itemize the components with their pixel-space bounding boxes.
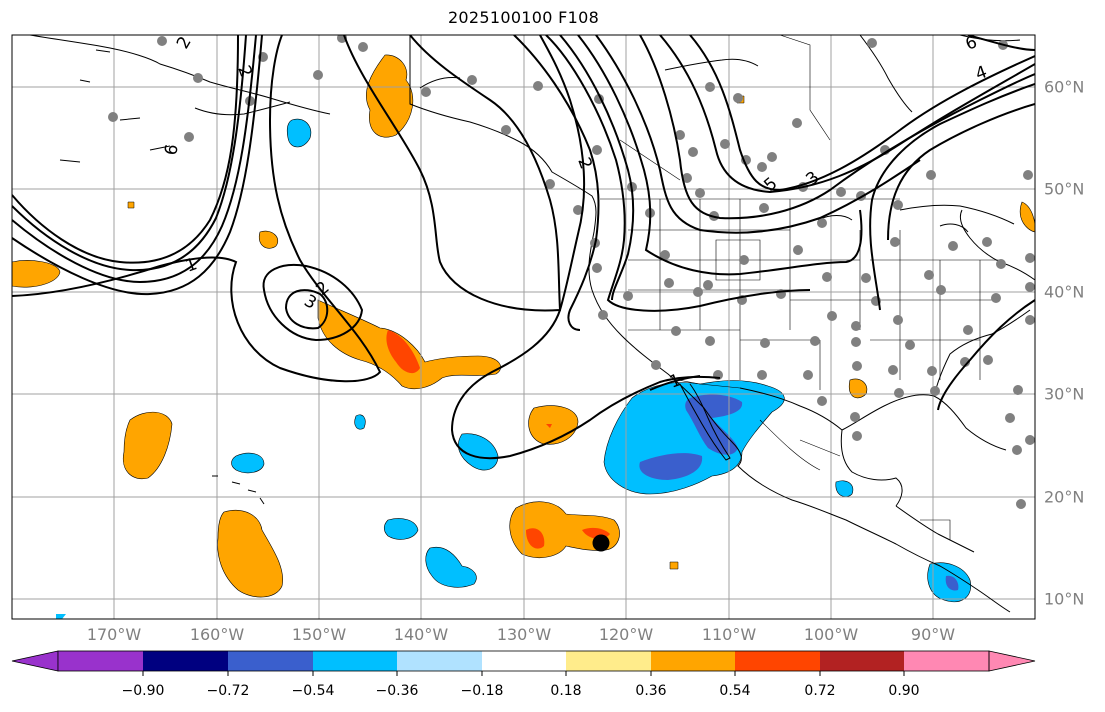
- colorbar-segment: [228, 651, 313, 671]
- contour-label: 6: [161, 143, 183, 157]
- colorbar-tick-label: 0.18: [550, 683, 582, 699]
- colorbar-segment: [820, 651, 904, 671]
- lat-label: 10°N: [1044, 589, 1085, 609]
- lon-label: 130°W: [496, 625, 552, 644]
- state-borders: [600, 35, 1000, 540]
- lat-label: 40°N: [1044, 282, 1085, 302]
- colorbar-tick-label: 0.54: [719, 683, 751, 699]
- colorbar-segment: [143, 651, 228, 671]
- contour-label: 2: [173, 33, 196, 52]
- colorbar-segment: [58, 651, 143, 671]
- lon-label: 110°W: [701, 625, 757, 644]
- colorbar-max-extend: [988, 650, 1036, 672]
- colorbar-tick-label: 0.90: [888, 683, 920, 699]
- colorbar-tick-label: −0.18: [460, 683, 504, 699]
- lat-label: 20°N: [1044, 487, 1085, 507]
- contours: [12, 35, 1035, 460]
- colorbar-segment: [482, 651, 566, 671]
- colorbar-segment: [566, 651, 651, 671]
- lon-label: 100°W: [803, 625, 859, 644]
- colorbar-min-extend: [11, 650, 59, 672]
- colorbar-tick-label: −0.90: [121, 683, 165, 699]
- lon-label: 150°W: [291, 625, 347, 644]
- colorbar-tick-label: 0.36: [635, 683, 667, 699]
- colorbar-segment: [397, 651, 482, 671]
- contour-label: 4: [973, 62, 990, 84]
- lat-label: 50°N: [1044, 179, 1085, 199]
- colorbar: [11, 650, 1036, 676]
- station-markers: [108, 35, 1035, 509]
- colorbar-tick-label: 0.72: [804, 683, 836, 699]
- lon-label: 90°W: [910, 625, 956, 644]
- colorbar-segment: [313, 651, 397, 671]
- lat-label: 30°N: [1044, 384, 1085, 404]
- gridlines: [12, 35, 1035, 619]
- lon-label: 140°W: [393, 625, 449, 644]
- colorbar-tick-label: −0.36: [375, 683, 419, 699]
- colorbar-tick-label: −0.54: [291, 683, 335, 699]
- contour-label: 5: [760, 174, 781, 196]
- lon-label: 170°W: [86, 625, 142, 644]
- lon-label: 120°W: [598, 625, 654, 644]
- map-title: 2025100100 F108: [447, 8, 600, 27]
- colorbar-segment: [904, 651, 989, 671]
- colorbar-segment: [651, 651, 735, 671]
- contour-label: 3: [301, 291, 320, 314]
- colorbar-segment: [735, 651, 820, 671]
- contour-label: 6: [963, 32, 980, 54]
- colorbar-tick-label: −0.72: [206, 683, 250, 699]
- lat-label: 60°N: [1044, 77, 1085, 97]
- map-frame: [11, 34, 1036, 620]
- lon-label: 160°W: [189, 625, 245, 644]
- coastlines: [29, 35, 1035, 613]
- storm-position-marker: [592, 534, 610, 552]
